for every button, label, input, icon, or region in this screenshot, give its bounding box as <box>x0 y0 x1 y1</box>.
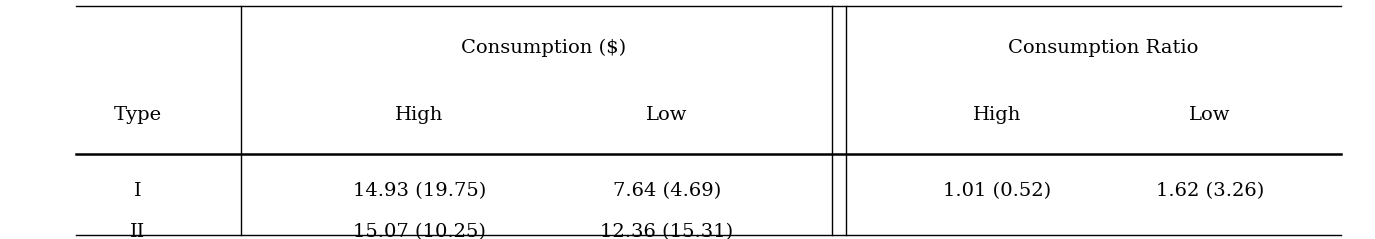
Text: 14.93 (19.75): 14.93 (19.75) <box>353 182 485 200</box>
Text: 7.64 (4.69): 7.64 (4.69) <box>613 182 720 200</box>
Text: High: High <box>972 106 1022 124</box>
Text: 1.62 (3.26): 1.62 (3.26) <box>1156 182 1264 200</box>
Text: Consumption ($): Consumption ($) <box>461 39 626 57</box>
Text: II: II <box>129 223 146 239</box>
Text: High: High <box>395 106 444 124</box>
Text: 15.07 (10.25): 15.07 (10.25) <box>353 223 485 239</box>
Text: Low: Low <box>1189 106 1231 124</box>
Text: Consumption Ratio: Consumption Ratio <box>1008 39 1199 57</box>
Text: Low: Low <box>646 106 688 124</box>
Text: Type: Type <box>113 106 162 124</box>
Text: 12.36 (15.31): 12.36 (15.31) <box>601 223 733 239</box>
Text: I: I <box>133 182 142 200</box>
Text: 1.01 (0.52): 1.01 (0.52) <box>943 182 1050 200</box>
